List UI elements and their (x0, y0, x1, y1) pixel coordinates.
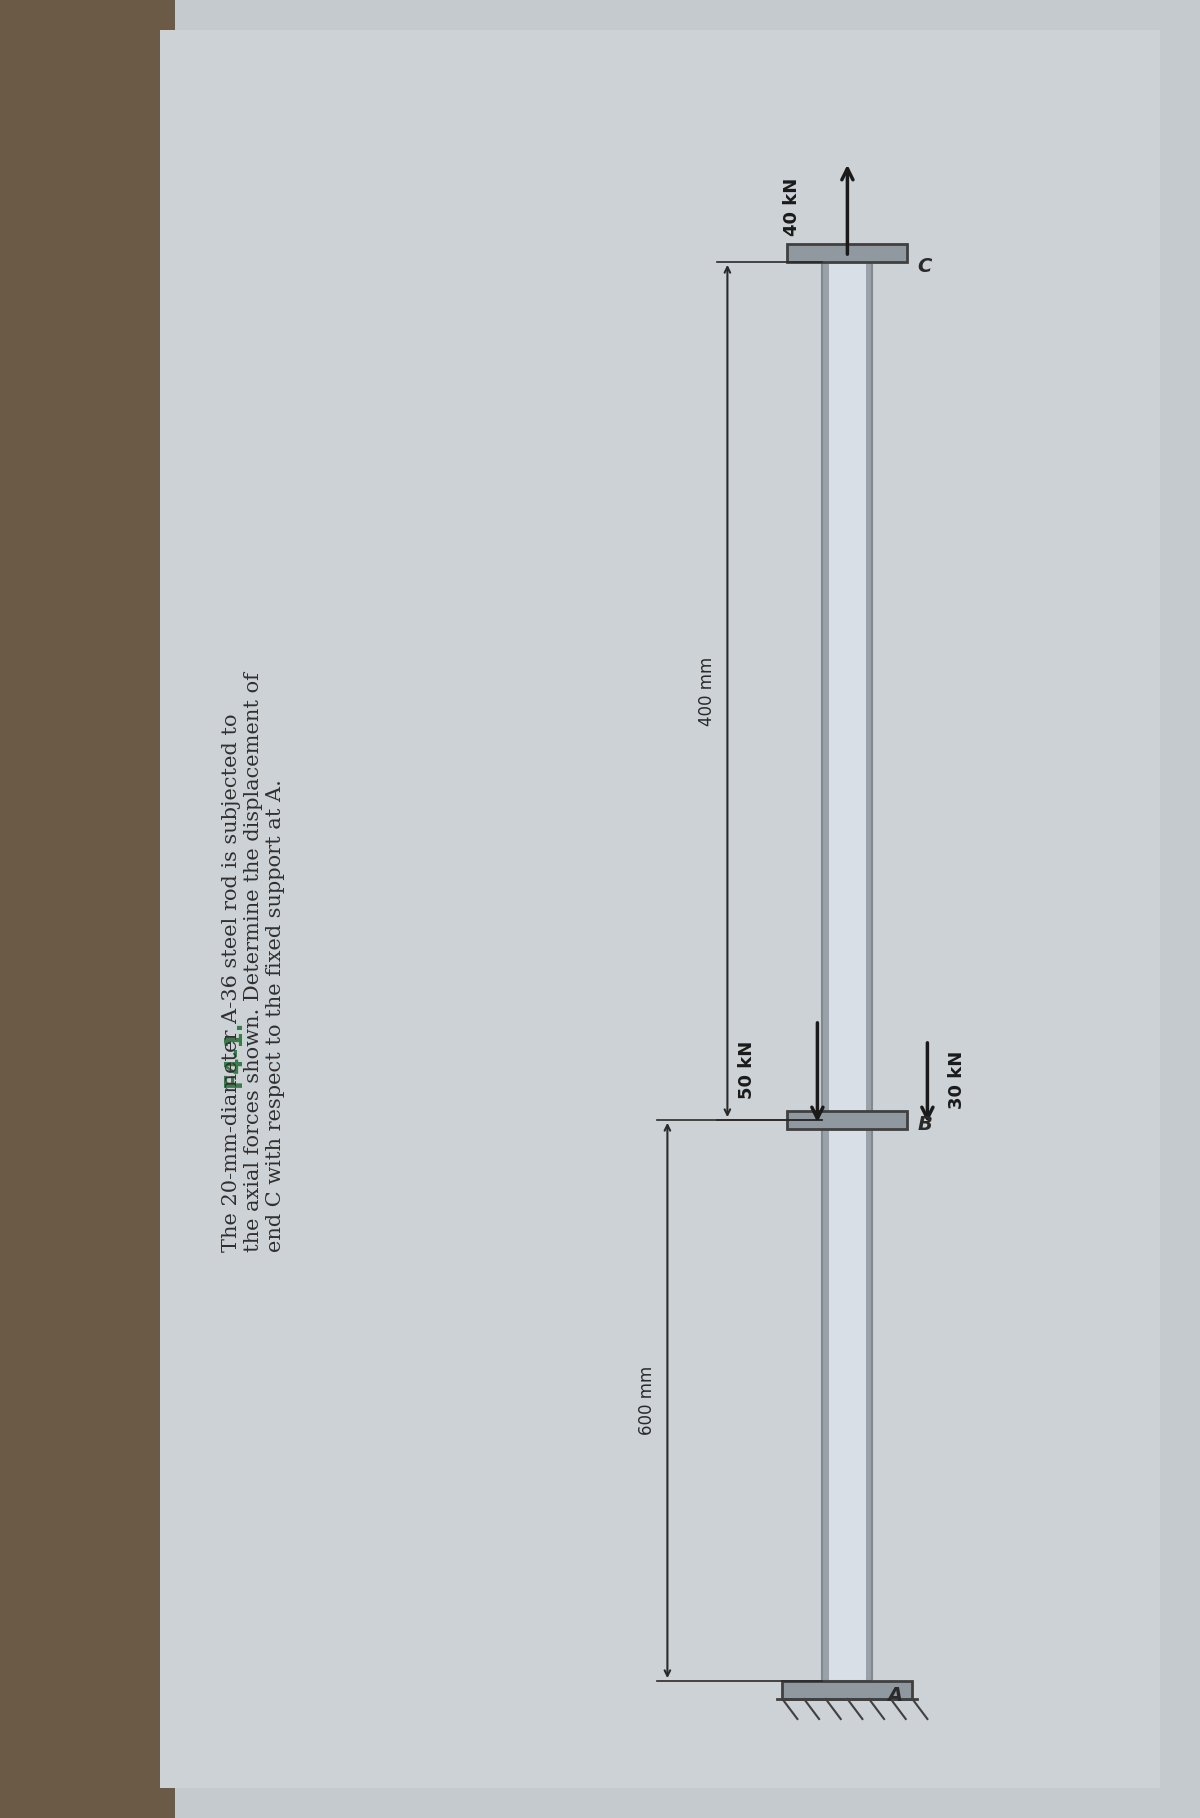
Bar (822, 1120, 829, 1682)
Bar (822, 262, 829, 1120)
Text: A: A (888, 1685, 902, 1705)
Text: B: B (918, 1116, 932, 1134)
Text: C: C (918, 258, 931, 276)
Text: 50 kN: 50 kN (738, 1042, 756, 1100)
Bar (160, 31, 1160, 1787)
Text: 30 kN: 30 kN (948, 1051, 966, 1109)
Text: 40 kN: 40 kN (784, 178, 802, 236)
Text: F4-1.: F4-1. (222, 1020, 246, 1087)
Bar (866, 262, 872, 1120)
Bar (0, 0, 175, 1818)
Bar (866, 1120, 872, 1682)
Text: 600 mm: 600 mm (638, 1365, 656, 1434)
Text: The 20-mm-diameter A-36 steel rod is subjected to
the axial forces shown. Determ: The 20-mm-diameter A-36 steel rod is sub… (222, 673, 284, 1253)
Bar (787, 1111, 907, 1129)
Text: 400 mm: 400 mm (698, 656, 716, 725)
Bar (787, 244, 907, 262)
Bar (782, 1682, 912, 1700)
Bar (822, 262, 872, 1120)
Bar (822, 1120, 872, 1682)
